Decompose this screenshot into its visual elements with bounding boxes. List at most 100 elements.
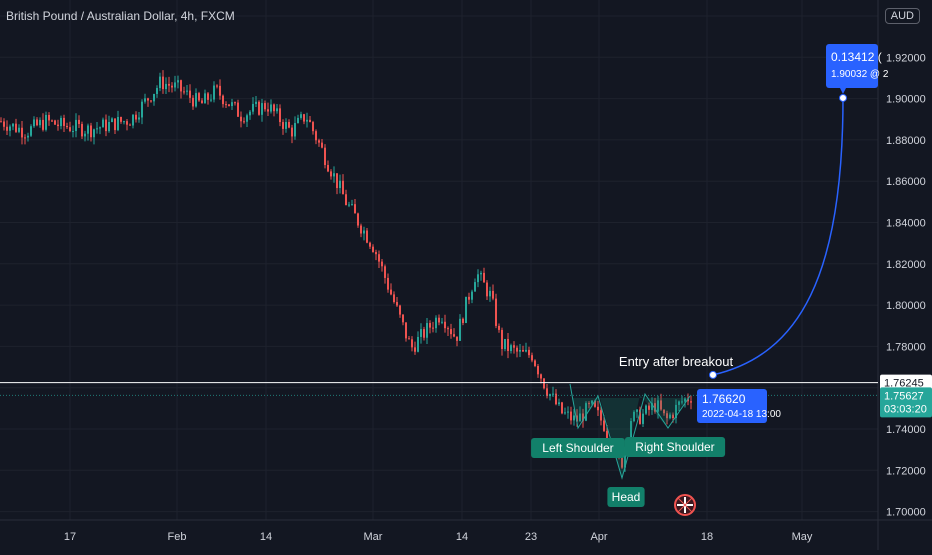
candle-body[interactable] — [606, 430, 608, 441]
candle-body[interactable] — [60, 117, 62, 127]
candle-body[interactable] — [177, 80, 179, 83]
candle-body[interactable] — [666, 413, 668, 419]
candle-body[interactable] — [87, 125, 89, 134]
candle-body[interactable] — [117, 116, 119, 131]
candle-body[interactable] — [393, 294, 395, 303]
candle-body[interactable] — [333, 173, 335, 177]
candle-body[interactable] — [123, 121, 125, 123]
candle-body[interactable] — [321, 142, 323, 148]
candle-body[interactable] — [588, 403, 590, 405]
candle-body[interactable] — [27, 135, 29, 138]
candle-body[interactable] — [120, 116, 122, 122]
candle-body[interactable] — [225, 104, 227, 106]
candle-body[interactable] — [231, 102, 233, 107]
candle-body[interactable] — [99, 127, 101, 129]
candle-body[interactable] — [456, 336, 458, 341]
candle-body[interactable] — [219, 85, 221, 96]
candle-body[interactable] — [171, 85, 173, 88]
head-label-box[interactable] — [607, 487, 645, 507]
candle-body[interactable] — [288, 122, 290, 128]
candle-body[interactable] — [360, 225, 362, 234]
candle-body[interactable] — [264, 103, 266, 110]
candle-body[interactable] — [507, 338, 509, 352]
candle-body[interactable] — [204, 93, 206, 104]
candle-body[interactable] — [279, 108, 281, 123]
candle-body[interactable] — [309, 119, 311, 123]
candle-body[interactable] — [273, 104, 275, 112]
candle-body[interactable] — [471, 291, 473, 300]
candle-body[interactable] — [213, 85, 215, 100]
candle-body[interactable] — [570, 411, 572, 421]
candle-body[interactable] — [555, 393, 557, 405]
projection-curve[interactable] — [712, 97, 844, 376]
candle-body[interactable] — [636, 409, 638, 412]
candle-body[interactable] — [444, 321, 446, 329]
candle-body[interactable] — [15, 123, 17, 132]
candle-body[interactable] — [387, 277, 389, 290]
candle-body[interactable] — [189, 90, 191, 98]
candle-body[interactable] — [21, 127, 23, 138]
candle-body[interactable] — [648, 405, 650, 410]
candle-body[interactable] — [522, 350, 524, 352]
candle-body[interactable] — [216, 85, 218, 87]
candle-body[interactable] — [327, 165, 329, 172]
candle-body[interactable] — [81, 124, 83, 137]
candle-body[interactable] — [150, 100, 152, 102]
candle-body[interactable] — [234, 102, 236, 104]
candle-body[interactable] — [483, 272, 485, 283]
candle-body[interactable] — [396, 302, 398, 306]
candle-body[interactable] — [270, 104, 272, 112]
candle-body[interactable] — [459, 318, 461, 341]
candle-body[interactable] — [9, 126, 11, 131]
candle-body[interactable] — [552, 393, 554, 395]
candle-body[interactable] — [66, 125, 68, 128]
entry-info-box[interactable] — [697, 389, 767, 423]
candle-body[interactable] — [405, 322, 407, 339]
candle-body[interactable] — [12, 123, 14, 127]
candle-body[interactable] — [669, 414, 671, 419]
candle-body[interactable] — [33, 119, 35, 127]
candle-body[interactable] — [114, 118, 116, 131]
candle-body[interactable] — [180, 80, 182, 92]
candle-body[interactable] — [528, 349, 530, 356]
candle-body[interactable] — [519, 350, 521, 352]
candle-body[interactable] — [417, 336, 419, 352]
candle-body[interactable] — [45, 114, 47, 130]
candle-body[interactable] — [42, 119, 44, 130]
candle-body[interactable] — [195, 93, 197, 107]
candle-body[interactable] — [567, 411, 569, 413]
candle-body[interactable] — [477, 274, 479, 283]
candle-body[interactable] — [84, 133, 86, 137]
candle-body[interactable] — [558, 402, 560, 405]
candle-body[interactable] — [303, 114, 305, 122]
candle-body[interactable] — [243, 121, 245, 123]
candle-body[interactable] — [0, 121, 2, 123]
candle-body[interactable] — [630, 421, 632, 442]
candle-body[interactable] — [6, 126, 8, 131]
candle-body[interactable] — [147, 98, 149, 101]
candle-body[interactable] — [75, 119, 77, 132]
candle-body[interactable] — [675, 404, 677, 419]
candle-body[interactable] — [453, 334, 455, 337]
candle-body[interactable] — [363, 230, 365, 234]
candle-body[interactable] — [639, 409, 641, 424]
candle-body[interactable] — [339, 180, 341, 189]
candle-body[interactable] — [342, 180, 344, 195]
candle-body[interactable] — [354, 204, 356, 214]
candle-body[interactable] — [513, 345, 515, 348]
candle-body[interactable] — [534, 360, 536, 366]
candle-body[interactable] — [579, 413, 581, 422]
candle-body[interactable] — [138, 117, 140, 120]
candle-body[interactable] — [330, 171, 332, 177]
candle-body[interactable] — [537, 365, 539, 375]
candle-body[interactable] — [495, 298, 497, 326]
candle-body[interactable] — [633, 411, 635, 422]
candle-body[interactable] — [252, 103, 254, 112]
candle-body[interactable] — [423, 329, 425, 338]
candle-body[interactable] — [159, 76, 161, 89]
target-point[interactable] — [839, 93, 847, 102]
currency-badge[interactable]: AUD — [884, 8, 920, 24]
candle-body[interactable] — [438, 317, 440, 323]
candle-body[interactable] — [441, 321, 443, 323]
